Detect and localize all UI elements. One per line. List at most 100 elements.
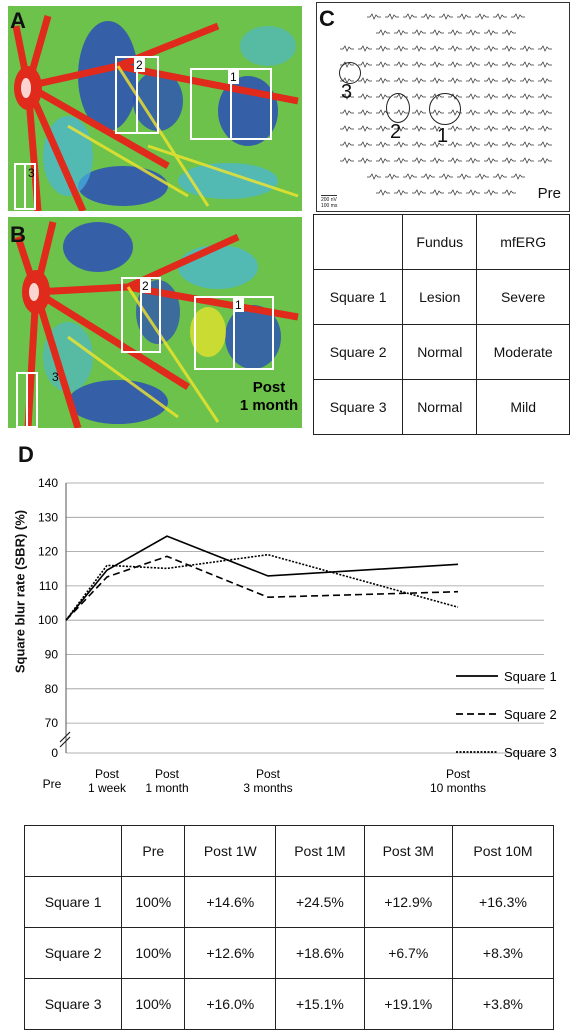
- table-cell: +15.1%: [276, 979, 364, 1030]
- square-2-label: 2: [134, 58, 145, 72]
- x-tick-label: Pre: [43, 777, 62, 791]
- panel-a-label: A: [10, 8, 26, 34]
- mferg-trace: [421, 14, 435, 19]
- x-tick-label: 1 week: [88, 781, 127, 795]
- x-tick-label: 1 month: [145, 781, 188, 795]
- table-header-cell: Pre: [122, 826, 185, 877]
- mferg-trace: [412, 46, 426, 51]
- mferg-trace: [484, 190, 498, 195]
- table-row: Square 3 Normal Mild: [314, 380, 570, 435]
- mferg-trace: [493, 174, 507, 179]
- table-header-row: Pre Post 1W Post 1M Post 3M Post 10M: [25, 826, 554, 877]
- mferg-trace: [430, 190, 444, 195]
- lesion-summary-table: Fundus mfERG Square 1 Lesion Severe Squa…: [313, 214, 570, 435]
- mferg-trace: [412, 126, 426, 131]
- table-cell: Square 1: [25, 877, 122, 928]
- mferg-trace: [412, 158, 426, 163]
- mferg-trace: [358, 78, 372, 83]
- mferg-trace: [538, 126, 552, 131]
- table-row: Square 1 Lesion Severe: [314, 270, 570, 325]
- mferg-trace: [394, 30, 408, 35]
- table-cell: Moderate: [477, 325, 570, 380]
- post-caption-line1: Post: [234, 379, 302, 397]
- post-caption: Post 1 month: [234, 379, 302, 415]
- table-row: Square 2 100% +12.6% +18.6% +6.7% +8.3%: [25, 928, 554, 979]
- fundus-image-post: 2 1 3 Post 1 month: [8, 217, 302, 428]
- y-tick-label: 130: [38, 510, 58, 524]
- mferg-trace: [502, 190, 516, 195]
- mferg-trace: [502, 94, 516, 99]
- mferg-trace: [502, 46, 516, 51]
- table-cell: +18.6%: [276, 928, 364, 979]
- mferg-trace: [430, 30, 444, 35]
- mferg-trace: [358, 62, 372, 67]
- mferg-scale-time: 100 ms: [321, 203, 337, 209]
- mferg-scale-bar: 200 nV 100 ms: [321, 195, 337, 209]
- table-cell: Square 3: [25, 979, 122, 1030]
- table-header-cell: [25, 826, 122, 877]
- mferg-trace: [538, 94, 552, 99]
- mferg-trace: [466, 30, 480, 35]
- x-tick-label: Post: [155, 767, 180, 781]
- mferg-trace: [412, 142, 426, 147]
- mferg-trace: [340, 46, 354, 51]
- panel-d-label: D: [18, 442, 34, 468]
- x-tick-label: Post: [446, 767, 471, 781]
- sbr-change-table: Pre Post 1W Post 1M Post 3M Post 10M Squ…: [24, 825, 554, 1030]
- mferg-trace: [448, 62, 462, 67]
- square-2-label-post: 2: [140, 279, 151, 293]
- mferg-trace: [520, 142, 534, 147]
- mferg-trace: [358, 126, 372, 131]
- table-cell: +12.6%: [185, 928, 276, 979]
- table-header-cell: Post 10M: [452, 826, 553, 877]
- mferg-trace: [448, 142, 462, 147]
- table-cell: +12.9%: [364, 877, 452, 928]
- mferg-trace: [502, 110, 516, 115]
- mferg-trace: [466, 78, 480, 83]
- mferg-trace: [403, 174, 417, 179]
- table-cell: Severe: [477, 270, 570, 325]
- table-header-cell: Post 1M: [276, 826, 364, 877]
- mferg-trace: [394, 158, 408, 163]
- mferg-trace: [502, 158, 516, 163]
- mferg-trace: [340, 142, 354, 147]
- mferg-trace: [367, 174, 381, 179]
- mferg-trace: [394, 46, 408, 51]
- square-3-box-post: [16, 372, 38, 428]
- mferg-trace: [376, 190, 390, 195]
- y-tick-label: 80: [45, 682, 59, 696]
- mferg-trace: [376, 62, 390, 67]
- table-row: Square 2 Normal Moderate: [314, 325, 570, 380]
- table-cell: Square 3: [314, 380, 403, 435]
- table-cell: +16.0%: [185, 979, 276, 1030]
- y-tick-label: 110: [39, 579, 58, 593]
- mferg-trace: [484, 94, 498, 99]
- mferg-circle-1: [429, 93, 461, 125]
- table-header-row: Fundus mfERG: [314, 215, 570, 270]
- mferg-trace: [421, 174, 435, 179]
- table-row: Square 3 100% +16.0% +15.1% +19.1% +3.8%: [25, 979, 554, 1030]
- mferg-trace: [502, 142, 516, 147]
- mferg-trace: [466, 62, 480, 67]
- mferg-trace: [484, 110, 498, 115]
- panel-c-label: C: [319, 6, 335, 32]
- y-tick-label: 90: [45, 648, 59, 662]
- mferg-trace: [484, 78, 498, 83]
- mferg-trace: [493, 14, 507, 19]
- mferg-trace: [520, 126, 534, 131]
- mferg-trace: [358, 94, 372, 99]
- mferg-trace: [412, 30, 426, 35]
- y-tick-label: 140: [38, 476, 58, 490]
- mferg-trace: [340, 158, 354, 163]
- square-3-label: 3: [28, 166, 35, 180]
- y-tick-label: 70: [45, 716, 59, 730]
- mferg-trace: [457, 14, 471, 19]
- mferg-trace: [502, 126, 516, 131]
- table-cell: +19.1%: [364, 979, 452, 1030]
- series-line-2: [66, 556, 458, 620]
- table-header-cell: Post 3M: [364, 826, 452, 877]
- mferg-trace: [376, 46, 390, 51]
- x-tick-label: 3 months: [243, 781, 292, 795]
- mferg-trace: [358, 46, 372, 51]
